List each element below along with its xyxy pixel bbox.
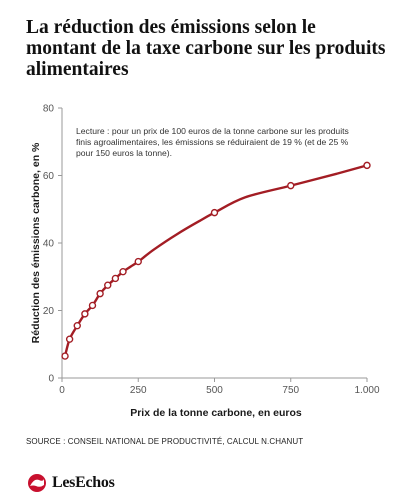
logo-text: LesEchos — [52, 474, 115, 491]
y-axis-label: Réduction des émissions carbone, en % — [30, 142, 42, 343]
source-text: SOURCE : CONSEIL NATIONAL DE PRODUCTIVIT… — [26, 437, 304, 446]
x-tick-label: 750 — [282, 385, 299, 396]
data-point — [81, 310, 89, 318]
data-point — [104, 281, 112, 289]
x-tick-label: 250 — [130, 385, 147, 396]
data-point — [96, 289, 104, 298]
y-tick-label: 40 — [43, 239, 55, 250]
chart-series — [61, 161, 371, 360]
data-point — [61, 352, 69, 360]
data-point — [73, 321, 81, 330]
data-point — [65, 335, 74, 343]
les-echos-logo-icon — [28, 474, 46, 492]
data-point — [119, 267, 127, 276]
data-point — [210, 208, 219, 217]
x-tick-label: 0 — [59, 385, 65, 396]
x-tick-label: 1.000 — [354, 385, 379, 396]
data-point — [111, 274, 120, 283]
y-tick-label: 80 — [43, 104, 55, 115]
data-point — [287, 181, 295, 190]
y-tick-label: 0 — [48, 374, 54, 385]
chart-title: La réduction des émissions selon le mont… — [26, 17, 386, 80]
data-point — [88, 301, 97, 310]
les-echos-logo: LesEchos — [26, 473, 115, 493]
data-point — [134, 257, 142, 266]
line-chart: 0 20 40 60 80 0 250 500 750 1.000 Prix de la tonn… — [30, 104, 380, 420]
data-point — [363, 161, 371, 170]
series-line — [63, 164, 369, 358]
y-tick-label: 20 — [43, 306, 55, 317]
y-tick-label: 60 — [43, 171, 55, 182]
chart-tick-labels: 0 20 40 60 80 0 250 500 750 1.000 — [43, 104, 380, 397]
x-axis-label: Prix de la tonne carbone, en euros — [130, 407, 302, 419]
reading-note: Lecture : pour un prix de 100 euros de l… — [76, 126, 349, 159]
x-tick-label: 500 — [206, 385, 223, 396]
chart-axes — [58, 107, 368, 382]
